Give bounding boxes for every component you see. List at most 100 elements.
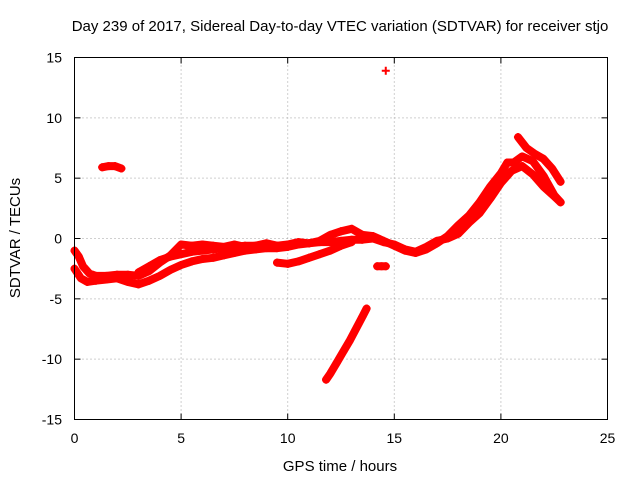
y-tick-label: 5 [54,170,62,186]
series-outlier-high [381,66,390,75]
data-point [556,177,565,186]
data-point [315,250,324,259]
data-point [381,66,390,75]
axis-ticks: 0 5 10 15 20 25 -15 -10 -5 0 5 10 15 [42,50,616,447]
series-outlier-low [373,262,390,271]
data-point [326,246,335,255]
data-point [390,240,399,249]
data-point [422,242,431,251]
x-axis-label: GPS time / hours [283,458,397,475]
data-point [187,247,196,256]
data-point [339,347,348,356]
y-tick-label: 10 [46,110,62,126]
data-point [102,275,111,284]
data-point [522,144,531,152]
data-point [358,312,367,321]
data-point [241,241,250,250]
data-point [475,209,484,218]
data-point [358,235,367,244]
data-point [556,198,565,207]
data-point [91,276,100,285]
data-point [166,265,175,274]
data-point [528,157,537,166]
series-track-falling [322,304,371,384]
series-track-lower-dip [273,238,356,268]
data-point [76,274,85,283]
data-point [123,270,132,279]
data-point [381,262,390,271]
data-point [337,227,345,236]
data-point [134,280,143,289]
data-point [326,238,335,247]
data-point [145,276,154,285]
x-tick-label: 5 [177,430,185,446]
data-point [198,246,207,255]
y-tick-label: -15 [42,412,62,428]
series-track-late-branch [513,133,565,186]
data-point [322,375,331,384]
x-tick-label: 20 [493,430,509,446]
data-point [209,253,218,262]
data-point [411,247,420,256]
data-point [326,369,335,378]
data-point [531,150,540,159]
y-tick-label: -10 [42,351,62,367]
data-point [85,269,94,278]
data-point [283,242,292,251]
data-point [345,337,354,346]
data-point [283,259,292,268]
data-point [209,245,218,254]
data-point [379,238,388,247]
data-point [332,358,341,367]
data-point [496,178,505,187]
data-point [347,238,356,247]
data-point [550,192,559,201]
x-tick-label: 0 [71,430,79,446]
series-track-mid-branch [134,241,271,277]
data-point [315,238,324,247]
data-point [362,304,371,313]
series-track-short-high [98,162,126,173]
data-point [400,245,409,254]
data-point [187,257,196,266]
data-point [509,158,518,167]
data-point [539,182,548,191]
data-point [273,244,282,253]
data-point [294,257,303,266]
data-point [443,234,452,243]
data-point [337,241,345,250]
data-point [326,230,335,239]
data-point [475,198,484,207]
data-point [83,277,92,286]
data-point [539,154,548,163]
data-point [454,221,463,230]
y-axis-label: SDTVAR / TECUs [7,178,24,298]
data-point [230,242,239,251]
data-point [117,164,126,173]
x-tick-label: 25 [600,430,616,446]
data-point [219,244,228,253]
y-tick-label: 15 [46,50,62,66]
series-band [322,304,371,384]
data-point [123,277,132,286]
grid-lines [74,57,608,420]
data-point [155,271,164,280]
data-point [513,133,522,142]
data-point [177,261,186,270]
data-point [454,229,463,238]
data-point [294,240,303,249]
y-tick-label: 0 [54,231,62,247]
data-point [347,224,356,233]
data-point [432,236,441,245]
data-point [486,182,495,191]
data-point [155,256,164,265]
data-point [273,258,282,267]
data-point [351,325,360,333]
series-band [514,133,565,186]
data-point [368,234,377,243]
data-points [70,66,565,384]
data-point [113,274,122,283]
data-point [518,162,527,171]
data-point [496,169,505,178]
